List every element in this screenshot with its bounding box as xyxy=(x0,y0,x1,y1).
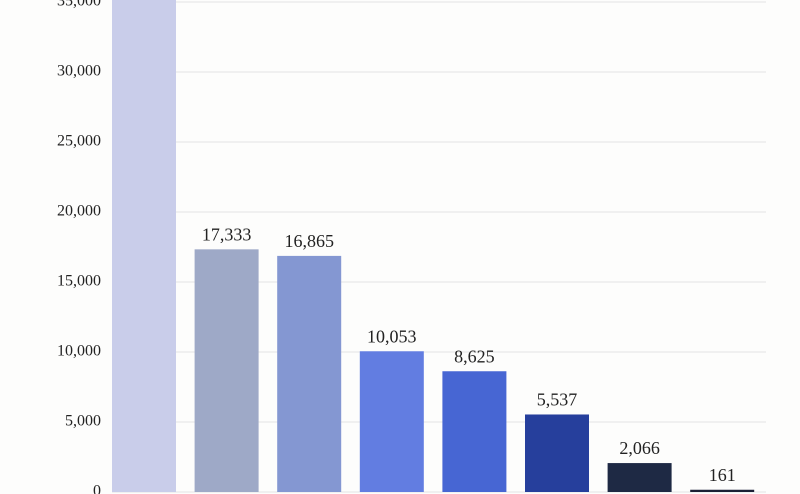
y-tick-label: 35,000 xyxy=(57,0,101,10)
bar xyxy=(359,351,424,492)
y-tick-label: 15,000 xyxy=(57,273,101,290)
bar xyxy=(690,489,755,492)
y-tick-label: 10,000 xyxy=(57,343,101,360)
labels: 0 5,000 10,000 15,000 20,000 25,000 30,000 35,0… xyxy=(57,0,736,494)
data-label: 16,865 xyxy=(284,231,334,251)
bar xyxy=(525,414,589,492)
bars xyxy=(112,0,755,493)
data-label: 17,333 xyxy=(202,224,252,244)
y-tick-label: 5,000 xyxy=(65,413,101,430)
bar xyxy=(277,255,342,492)
bar xyxy=(442,371,507,492)
data-label: 8,625 xyxy=(454,346,495,366)
y-tick-label: 20,000 xyxy=(57,203,101,220)
bar xyxy=(607,463,672,492)
bar xyxy=(112,0,176,493)
data-label: 161 xyxy=(709,465,736,485)
y-tick-label: 0 xyxy=(93,483,101,494)
y-tick-label: 25,000 xyxy=(57,133,101,150)
y-tick-label: 30,000 xyxy=(57,63,101,80)
bar xyxy=(194,249,259,492)
data-label: 2,066 xyxy=(619,438,660,458)
data-label: 5,537 xyxy=(537,390,578,410)
data-label: 10,053 xyxy=(367,326,417,346)
